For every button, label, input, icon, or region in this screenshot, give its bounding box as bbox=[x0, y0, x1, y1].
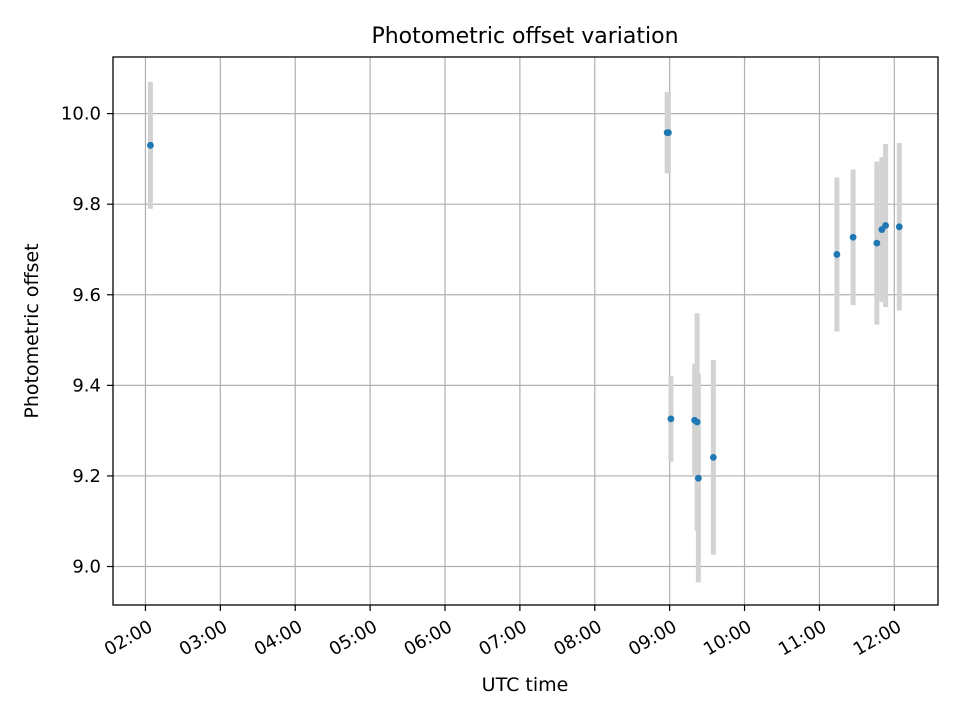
data-point bbox=[665, 129, 672, 137]
y-tick-label: 9.4 bbox=[72, 375, 101, 396]
data-point bbox=[873, 239, 881, 247]
plot-frame bbox=[112, 56, 939, 606]
grid bbox=[113, 57, 938, 605]
data-point bbox=[895, 223, 903, 231]
y-tick-label: 9.2 bbox=[72, 466, 101, 487]
y-tick-label: 10.0 bbox=[61, 104, 101, 125]
data-point bbox=[709, 453, 717, 461]
y-tick-label: 9.0 bbox=[72, 557, 101, 578]
x-axis-label: UTC time bbox=[482, 674, 569, 696]
y-axis-label: Photometric offset bbox=[21, 243, 43, 418]
chart-title: Photometric offset variation bbox=[371, 24, 678, 49]
y-tick-label: 9.8 bbox=[72, 194, 101, 215]
data-point bbox=[693, 418, 701, 426]
data-point bbox=[667, 415, 675, 423]
data-point bbox=[849, 233, 857, 241]
y-tick-label: 9.6 bbox=[72, 285, 101, 306]
data-point bbox=[694, 474, 702, 482]
data-point bbox=[147, 141, 154, 149]
data-point bbox=[882, 222, 889, 229]
data-point bbox=[833, 251, 841, 258]
data-points bbox=[147, 129, 903, 482]
